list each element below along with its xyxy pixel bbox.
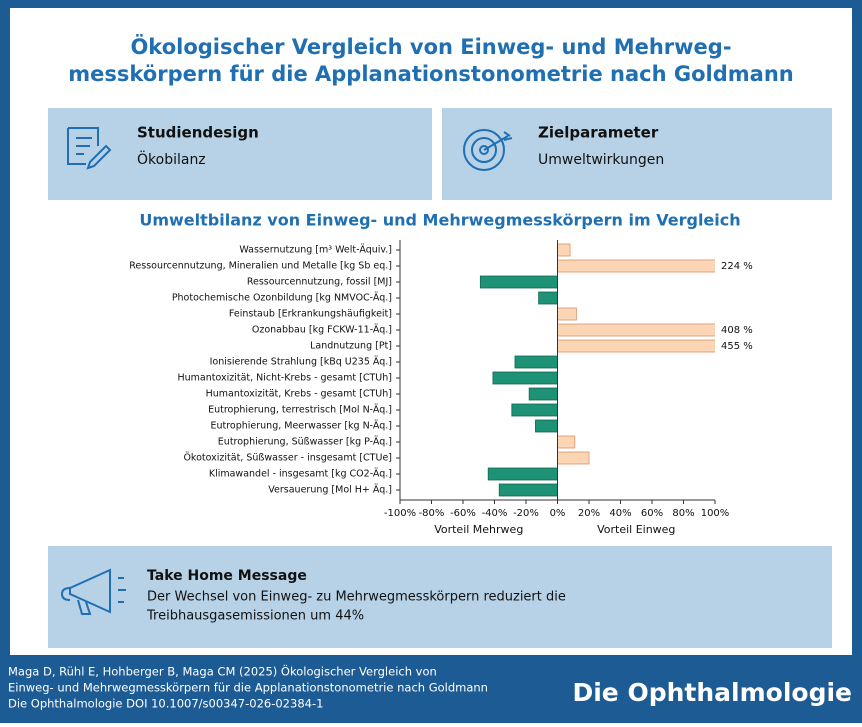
- x-tick-label: 80%: [672, 508, 694, 519]
- box-title: Zielparameter: [538, 124, 659, 142]
- message-text: Treibhausgasemissionen um 44%: [146, 609, 364, 624]
- category-label: Landnutzung [Pt]: [310, 341, 392, 352]
- x-tick-label: -60%: [450, 508, 476, 519]
- x-label: Vorteil Mehrweg: [434, 523, 523, 536]
- bar: [535, 420, 557, 432]
- category-label: Ökotoxizität, Süßwasser - insgesamt [CTU…: [183, 453, 392, 464]
- category-label: Ressourcennutzung, Mineralien und Metall…: [129, 261, 392, 272]
- bar: [512, 404, 558, 416]
- bar: [480, 276, 557, 288]
- bar: [493, 372, 558, 384]
- category-label: Photochemische Ozonbildung [kg NMVOC-Äq.…: [172, 293, 392, 304]
- bar: [515, 356, 558, 368]
- x-tick-label: -40%: [482, 508, 508, 519]
- x-tick-label: 100%: [701, 508, 730, 519]
- bar: [558, 308, 577, 320]
- x-tick-label: 40%: [609, 508, 631, 519]
- message-text: Der Wechsel von Einweg- zu Mehrwegmesskö…: [147, 590, 566, 605]
- bar: [558, 436, 575, 448]
- bar: [529, 388, 557, 400]
- bar: [539, 292, 558, 304]
- citation: Einweg- und Mehrwegmesskörpern für die A…: [8, 681, 488, 695]
- category-label: Versauerung [Mol H+ Äq.]: [268, 485, 392, 496]
- box-text: Ökobilanz: [137, 150, 206, 168]
- bar: [499, 484, 557, 496]
- category-label: Humantoxizität, Krebs - gesamt [CTUh]: [206, 389, 392, 400]
- title: Ökologischer Vergleich von Einweg- und M…: [130, 34, 731, 59]
- x-tick-label: -80%: [419, 508, 445, 519]
- message-title: Take Home Message: [147, 568, 307, 584]
- journal: Die Ophthalmologie: [572, 678, 852, 707]
- value-label: 455 %: [721, 341, 753, 352]
- category-label: Eutrophierung, terrestrisch [Mol N-Äq.]: [208, 405, 392, 416]
- chart-title: Umweltbilanz von Einweg- und Mehrwegmess…: [139, 211, 740, 230]
- category-label: Wassernutzung [m³ Welt-Äquiv.]: [239, 245, 392, 256]
- x-tick-label: 20%: [578, 508, 600, 519]
- category-label: Eutrophierung, Süßwasser [kg P-Äq.]: [218, 437, 392, 448]
- x-tick-label: -100%: [384, 508, 416, 519]
- bar: [558, 244, 571, 256]
- x-label: Vorteil Einweg: [597, 523, 675, 536]
- category-label: Ionisierende Strahlung [kBq U235 Äq.]: [210, 357, 392, 368]
- citation: Die Ophthalmologie DOI 10.1007/s00347-02…: [8, 697, 323, 711]
- category-label: Humantoxizität, Nicht-Krebs - gesamt [CT…: [177, 373, 392, 384]
- title: messkörpern für die Applanationstonometr…: [68, 62, 793, 86]
- bar: [558, 452, 590, 464]
- x-tick-label: -20%: [513, 508, 539, 519]
- category-label: Eutrophierung, Meerwasser [kg N-Äq.]: [210, 421, 392, 432]
- category-label: Feinstaub [Erkrankungshäufigkeit]: [229, 309, 392, 320]
- category-label: Klimawandel - insgesamt [kg CO2-Äq.]: [209, 469, 392, 480]
- x-tick-label: 60%: [641, 508, 663, 519]
- bar: [488, 468, 557, 480]
- value-label: 408 %: [721, 325, 753, 336]
- x-tick-label: 0%: [550, 508, 566, 519]
- citation: Maga D, Rühl E, Hohberger B, Maga CM (20…: [8, 663, 437, 679]
- category-label: Ozonabbau [kg FCKW-11-Äq.]: [252, 325, 392, 336]
- box-title: Studiendesign: [137, 124, 259, 142]
- value-label: 224 %: [721, 261, 753, 272]
- category-label: Ressourcennutzung, fossil [MJ]: [247, 277, 392, 288]
- box-text: Umweltwirkungen: [538, 152, 664, 168]
